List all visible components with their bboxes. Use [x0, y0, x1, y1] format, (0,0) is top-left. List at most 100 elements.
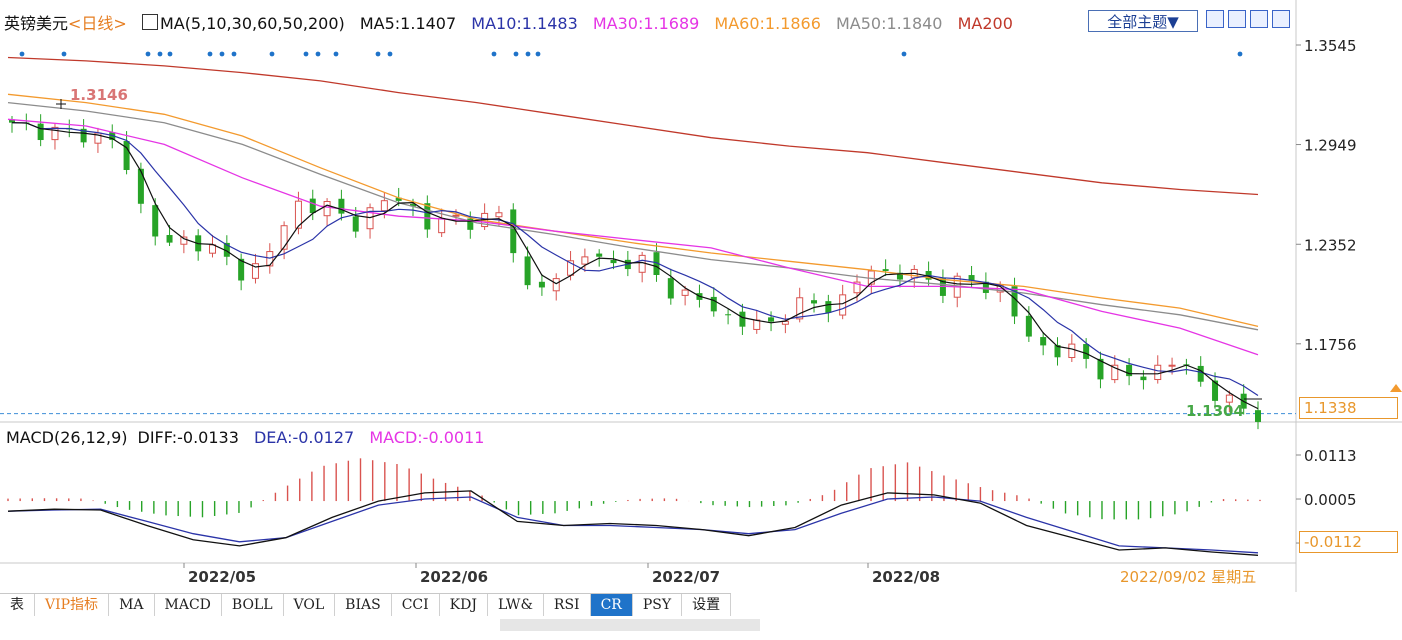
candle-body	[725, 314, 732, 316]
candle-body	[495, 212, 503, 218]
period-label[interactable]: <日线>	[68, 14, 127, 33]
event-dot	[1237, 51, 1243, 57]
candle-body	[180, 236, 188, 245]
high-price-label: 1.3146	[70, 86, 128, 104]
candle-body	[380, 200, 388, 212]
tab-lw[interactable]: LW&	[488, 594, 544, 616]
ma60-value: MA60:1.1866	[714, 14, 821, 33]
candle-body	[352, 216, 359, 232]
candle-body	[768, 317, 775, 322]
candle-body	[1197, 365, 1204, 382]
candle-body	[1212, 380, 1219, 401]
candle-body	[238, 258, 245, 281]
tab-bias[interactable]: BIAS	[335, 594, 392, 616]
candle-body	[152, 205, 159, 237]
tab-cci[interactable]: CCI	[392, 594, 440, 616]
current-macd-tag: -0.0112	[1299, 531, 1398, 553]
event-dot	[375, 51, 381, 57]
candle-body	[596, 253, 603, 257]
tab-cr[interactable]: CR	[590, 594, 633, 616]
candle-body	[753, 319, 761, 330]
event-dot	[303, 51, 309, 57]
candle-body	[395, 197, 402, 201]
candle-body	[1255, 410, 1261, 422]
tab-boll[interactable]: BOLL	[222, 594, 284, 616]
candle-body	[939, 278, 946, 296]
candle-body	[452, 214, 460, 217]
event-dot	[207, 51, 213, 57]
tab-psy[interactable]: PSY	[633, 594, 683, 616]
crosshair-icon[interactable]	[1206, 10, 1224, 28]
bottom-scroll-handle[interactable]	[500, 619, 760, 631]
candle-body	[251, 263, 259, 279]
candle-body	[9, 119, 15, 123]
scroll-up-icon	[1390, 384, 1402, 392]
candle-body	[410, 203, 417, 207]
tab-vip[interactable]: VIP指标	[35, 594, 110, 616]
candle-body	[681, 289, 689, 296]
macd-tick-label: 0.0113	[1304, 447, 1357, 465]
event-dot	[145, 51, 151, 57]
macd-histogram	[7, 458, 1261, 520]
event-dot	[525, 51, 531, 57]
candle-body	[338, 198, 345, 214]
candle-body	[294, 200, 302, 229]
candle-body	[366, 207, 374, 230]
candle-body	[1083, 344, 1090, 359]
ma30-line	[7, 118, 1259, 356]
event-dot	[513, 51, 519, 57]
indicator-tabs: 表 VIP指标 MA MACD BOLL VOL BIAS CCI KDJ LW& RSI CR PSY…	[0, 593, 732, 618]
candle-body	[1025, 315, 1032, 337]
candle-body	[667, 278, 674, 299]
macd-header: MACD(26,12,9) DIFF:-0.0133 DEA:-0.0127 MA…	[6, 428, 494, 447]
tab-item-0[interactable]: 表	[0, 594, 35, 616]
candle-body	[1068, 343, 1076, 359]
candle-body	[538, 281, 545, 288]
time-tick-label: 2022/06	[420, 568, 488, 586]
candle-body	[80, 128, 87, 143]
candle-body	[1168, 364, 1176, 367]
next-icon[interactable]	[1272, 10, 1290, 28]
event-dot	[19, 51, 25, 57]
candle-body	[1011, 286, 1018, 317]
candle-body	[266, 251, 274, 267]
candle-body	[166, 235, 173, 243]
ma-icon[interactable]	[141, 14, 158, 30]
low-price-label: 1.1304	[1186, 402, 1244, 420]
ma5-line	[11, 122, 1259, 410]
event-dot	[387, 51, 393, 57]
candle-body	[137, 168, 144, 204]
candle-body	[1054, 345, 1061, 358]
current-price-tag: 1.1338	[1299, 397, 1398, 419]
macd-title: MACD(26,12,9)	[6, 428, 128, 447]
dea-line	[7, 496, 1259, 554]
event-dot	[61, 51, 67, 57]
candle-body	[109, 132, 116, 140]
candle-body	[280, 225, 288, 250]
tab-rsi[interactable]: RSI	[544, 594, 591, 616]
time-tick-label: 2022/05	[188, 568, 256, 586]
ma200-line	[7, 56, 1259, 196]
ma50-line	[7, 101, 1259, 331]
tab-vol[interactable]: VOL	[284, 594, 336, 616]
play-icon[interactable]	[1250, 10, 1268, 28]
candle-body	[438, 217, 446, 234]
theme-dropdown-button[interactable]: 全部主题▼	[1088, 10, 1198, 32]
chart-header: 英镑美元<日线> MA(5,10,30,60,50,200) MA5:1.140…	[4, 10, 1023, 34]
bar-mode-icon[interactable]	[1228, 10, 1246, 28]
candle-body	[309, 198, 316, 214]
candle-body	[1111, 364, 1119, 381]
macd-dea: DEA:-0.0127	[253, 428, 355, 447]
ma10-value: MA10:1.1483	[471, 14, 578, 33]
candle-body	[51, 126, 59, 141]
macd-diff: DIFF:-0.0133	[137, 428, 239, 447]
tab-kdj[interactable]: KDJ	[440, 594, 488, 616]
tab-ma[interactable]: MA	[109, 594, 155, 616]
candle-body	[1126, 364, 1133, 377]
tab-macd[interactable]: MACD	[155, 594, 222, 616]
candle-body	[825, 301, 832, 313]
candle-body	[811, 300, 818, 304]
tab-settings[interactable]: 设置	[682, 594, 732, 616]
